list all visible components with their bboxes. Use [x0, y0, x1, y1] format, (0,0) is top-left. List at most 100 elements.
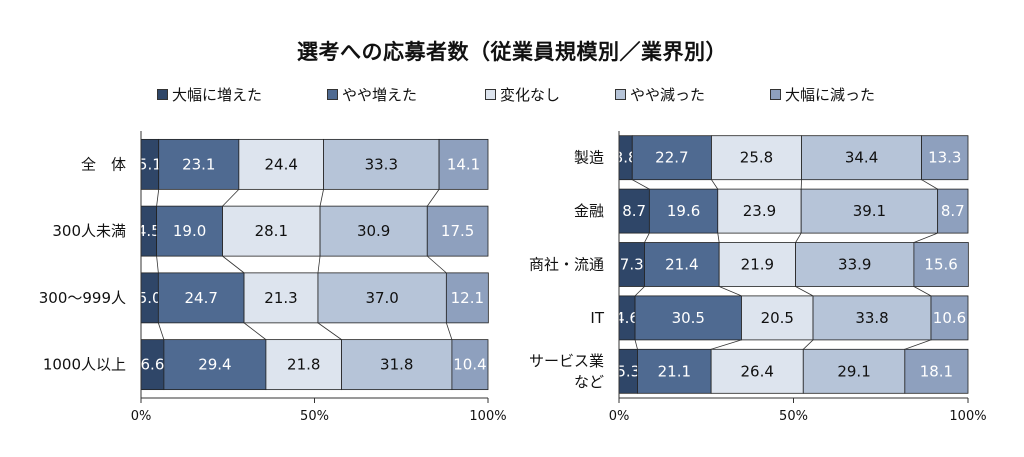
data-label: 21.8 [287, 356, 320, 374]
series-connector [711, 339, 742, 350]
series-connector [921, 179, 938, 190]
bar-segment [913, 242, 969, 287]
bar-segment [426, 205, 489, 257]
category-label: 商社・流通 [529, 256, 604, 274]
data-label: 19.0 [173, 222, 206, 240]
legend-swatch [157, 89, 168, 100]
data-label: 14.1 [447, 155, 480, 173]
category-label: 金融 [574, 202, 604, 220]
series-connector [156, 189, 160, 207]
bar-segment [265, 339, 342, 391]
bar-segment [157, 272, 245, 324]
data-label: 17.5 [441, 222, 474, 240]
bar-segment [158, 138, 240, 190]
data-label: 8.7 [622, 202, 646, 220]
category-label: 300〜999人 [39, 289, 126, 307]
series-connector [427, 255, 447, 274]
bar-segment [438, 138, 489, 190]
data-label: 7.3 [620, 256, 644, 274]
bar-segment [795, 242, 915, 287]
legend-swatch [485, 89, 496, 100]
category-label: 製造 [574, 149, 604, 167]
data-label: 21.4 [665, 256, 698, 274]
legend-item: やや減った [615, 84, 770, 105]
bar-segment [451, 339, 489, 391]
data-label: 22.7 [655, 149, 688, 167]
data-label: 24.7 [185, 289, 218, 307]
x-tick-label: 0% [131, 409, 152, 424]
series-connector [445, 322, 453, 340]
data-label: 5.1 [138, 155, 162, 173]
series-connector [426, 189, 440, 207]
data-label: 21.9 [741, 256, 774, 274]
series-connector [222, 255, 245, 274]
bar-segment [801, 135, 922, 181]
data-label: 6.6 [141, 356, 165, 374]
data-label: 33.8 [855, 309, 888, 327]
data-label: 15.6 [924, 256, 957, 274]
data-label: 30.5 [672, 309, 705, 327]
legend-label: 大幅に増えた [172, 86, 263, 104]
data-label: 23.9 [743, 202, 776, 220]
legend-item: やや増えた [327, 84, 485, 105]
bar-segment [618, 188, 650, 234]
data-label: 39.1 [853, 202, 886, 220]
category-label: IT [590, 309, 604, 327]
legend-item: 大幅に減った [770, 84, 900, 105]
category-label: サービス業 [529, 352, 604, 370]
data-label: 33.3 [365, 155, 398, 173]
series-connector [795, 286, 814, 297]
data-label: 23.1 [182, 155, 215, 173]
legend-label: やや増えた [342, 86, 418, 104]
series-connector [632, 179, 650, 190]
series-connector [913, 286, 932, 297]
series-connector [317, 322, 342, 340]
series-connector [717, 233, 720, 243]
series-connector [795, 232, 802, 243]
category-label: 1000人以上 [43, 356, 126, 374]
data-label: 5.3 [616, 362, 640, 380]
data-label: 8.7 [941, 202, 965, 220]
legend-label: 変化なし [500, 86, 561, 104]
x-tick-label: 50% [779, 409, 808, 424]
data-label: 21.3 [264, 289, 297, 307]
series-connector [904, 339, 932, 350]
data-label: 18.1 [920, 362, 953, 380]
data-label: 10.6 [933, 309, 966, 327]
legend-swatch [770, 89, 781, 100]
category-label: 全 体 [81, 155, 126, 173]
data-label: 19.6 [667, 202, 700, 220]
bar-segment [921, 135, 969, 181]
bar-segment [163, 339, 267, 391]
data-label: 10.4 [453, 356, 486, 374]
data-label: 26.4 [741, 362, 774, 380]
data-label: 29.4 [198, 356, 231, 374]
bar-segment [156, 205, 223, 257]
bar-segment [904, 348, 969, 394]
data-label: 4.6 [615, 309, 639, 327]
data-label: 12.1 [451, 289, 484, 307]
bar-segment [718, 242, 796, 287]
series-connector [157, 322, 165, 340]
x-tick-label: 100% [949, 409, 986, 424]
series-connector [711, 179, 719, 190]
bar-segment [238, 138, 324, 190]
data-label: 31.8 [380, 356, 413, 374]
data-label: 5.0 [138, 289, 162, 307]
chart-title: 選考への応募者数（従業員規模別／業界別） [297, 40, 727, 64]
bar-segment [741, 295, 814, 341]
x-tick-label: 100% [469, 409, 506, 424]
series-connector [222, 189, 240, 207]
data-label: 25.8 [740, 149, 773, 167]
data-label: 28.1 [255, 222, 288, 240]
bar-segment [445, 272, 489, 324]
bar-segment [930, 295, 969, 341]
series-connector [634, 286, 645, 297]
data-label: 33.9 [838, 256, 871, 274]
legend-swatch [327, 89, 338, 100]
category-label: など [574, 373, 604, 391]
data-label: 34.4 [845, 149, 878, 167]
bar-segment [717, 188, 802, 234]
series-connector [319, 189, 324, 207]
